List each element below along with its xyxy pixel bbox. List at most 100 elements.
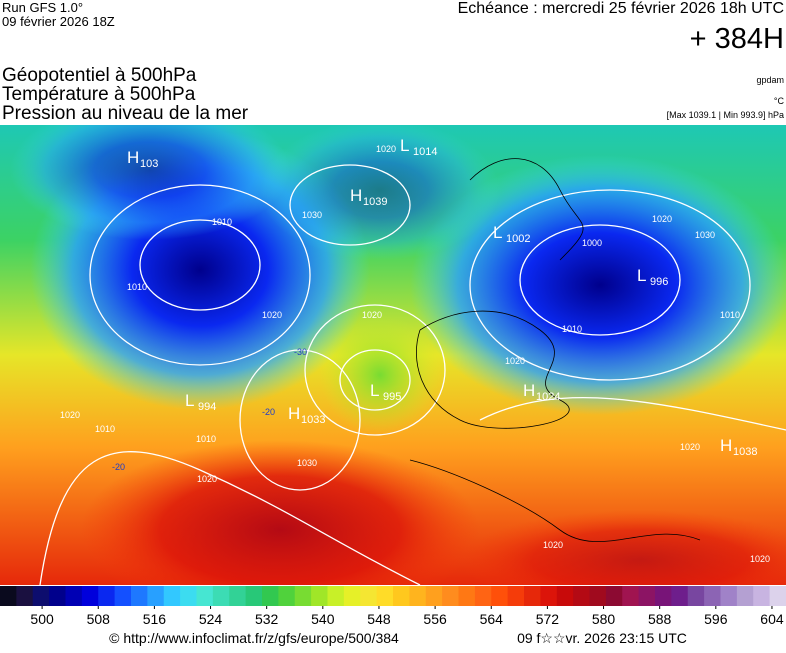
isobar-label: 1020 <box>362 310 382 320</box>
isobar-label: 1010 <box>127 282 147 292</box>
colorbar-tick-label: 596 <box>704 611 728 627</box>
pressure-range: [Max 1039.1 | Min 993.9] hPa <box>667 110 784 120</box>
field-label: Température à 500hPa <box>2 84 196 105</box>
timestamp: 09 f☆☆vr. 2026 23:15 UTC <box>517 630 687 646</box>
colorbar-swatch <box>409 586 427 606</box>
colorbar-swatch <box>0 586 17 606</box>
colorbar-swatch <box>687 586 705 606</box>
isobar-label: 1020 <box>376 144 396 154</box>
colorbar-swatch <box>622 586 640 606</box>
colorbar-swatch <box>163 586 181 606</box>
colorbar-swatch <box>573 586 590 606</box>
center-pressure: 1002 <box>506 233 530 245</box>
colorbar-swatch <box>507 586 525 606</box>
unit-label: °C <box>774 96 785 106</box>
colorbar-tick-label: 540 <box>311 611 335 627</box>
center-pressure: 995 <box>383 391 401 403</box>
field-label: Géopotentiel à 500hPa <box>2 65 197 86</box>
isobar-label: 1010 <box>720 310 740 320</box>
colorbar-swatch <box>343 586 361 606</box>
colorbar-swatch <box>769 586 786 606</box>
isobar-label: 1020 <box>652 214 672 224</box>
colorbar-swatch <box>393 586 410 606</box>
temperature-label: -30 <box>294 347 307 357</box>
colorbar-tick-label: 548 <box>367 611 391 627</box>
colorbar-swatch <box>311 586 328 606</box>
colorbar-swatch <box>671 586 689 606</box>
colorbar-swatch <box>294 586 312 606</box>
center-pressure: 996 <box>650 276 668 288</box>
isobar-label: 1020 <box>543 540 563 550</box>
valid-time: Echéance : mercredi 25 février 2026 18h … <box>458 0 784 17</box>
colorbar-swatch <box>114 586 132 606</box>
colorbar-swatch <box>212 586 230 606</box>
center-type: L <box>370 381 379 400</box>
colorbar-swatch <box>458 586 476 606</box>
map <box>0 125 786 585</box>
temperature-label: -20 <box>112 462 125 472</box>
center-type: L <box>400 136 409 155</box>
center-pressure: 1014 <box>413 146 437 158</box>
colorbar-tick-label: 604 <box>760 611 784 627</box>
colorbar-tick-label: 524 <box>199 611 223 627</box>
isobar-label: 1020 <box>750 554 770 564</box>
colorbar-tick-label: 500 <box>30 611 54 627</box>
colorbar-swatch <box>327 586 345 606</box>
center-pressure: 1039 <box>363 196 387 208</box>
isobar-label: 1020 <box>680 442 700 452</box>
colorbar-tick-label: 556 <box>423 611 447 627</box>
colorbar-swatch <box>491 586 509 606</box>
colorbar-swatch <box>425 586 443 606</box>
center-pressure: 994 <box>198 401 216 413</box>
colorbar-swatch <box>98 586 116 606</box>
field-label: Pression au niveau de la mer <box>2 103 249 124</box>
colorbar-swatch <box>278 586 296 606</box>
run-date: 09 février 2026 18Z <box>2 14 115 29</box>
center-type: H <box>720 436 732 455</box>
isobar-label: 1030 <box>695 230 715 240</box>
colorbar-swatch <box>16 586 34 606</box>
colorbar-swatch <box>65 586 83 606</box>
colorbar-swatch <box>180 586 197 606</box>
colorbar-swatch <box>753 586 771 606</box>
colorbar-swatch <box>131 586 148 606</box>
center-type: H <box>350 186 362 205</box>
center-type: H <box>523 381 535 400</box>
source: © http://www.infoclimat.fr/z/gfs/europe/… <box>109 630 399 646</box>
colorbar-tick-label: 572 <box>536 611 560 627</box>
colorbar-tick-label: 564 <box>480 611 504 627</box>
colorbar-swatch <box>655 586 672 606</box>
center-pressure: 103 <box>140 158 158 170</box>
lead-time: + 384H <box>690 23 784 55</box>
colorbar-swatch <box>720 586 738 606</box>
isobar-label: 1010 <box>212 217 232 227</box>
isobar-label: 1010 <box>196 434 216 444</box>
colorbar-swatch <box>442 586 459 606</box>
center-type: L <box>185 391 194 410</box>
center-type: L <box>637 266 646 285</box>
colorbar-swatch <box>589 586 607 606</box>
colorbar: 500 508 516 524 532 540 548 556 564 572 580 588 596 6… <box>0 586 786 627</box>
colorbar-swatch <box>81 586 99 606</box>
center-pressure: 1038 <box>733 446 757 458</box>
colorbar-swatch <box>474 586 492 606</box>
colorbar-swatch <box>704 586 721 606</box>
colorbar-swatch <box>376 586 394 606</box>
center-type: H <box>288 404 300 423</box>
isobar-label: 1000 <box>582 238 602 248</box>
colorbar-swatch <box>360 586 378 606</box>
colorbar-tick-label: 588 <box>648 611 672 627</box>
center-pressure: 1024 <box>536 391 560 403</box>
colorbar-swatch <box>638 586 656 606</box>
colorbar-swatch <box>540 586 558 606</box>
colorbar-tick-label: 516 <box>143 611 167 627</box>
colorbar-swatch <box>245 586 263 606</box>
center-type: L <box>493 223 502 242</box>
isobar-label: 1030 <box>302 210 322 220</box>
colorbar-swatch <box>147 586 165 606</box>
center-pressure: 1033 <box>301 414 325 426</box>
run-label: Run GFS 1.0° <box>2 0 83 15</box>
colorbar-swatch <box>32 586 50 606</box>
